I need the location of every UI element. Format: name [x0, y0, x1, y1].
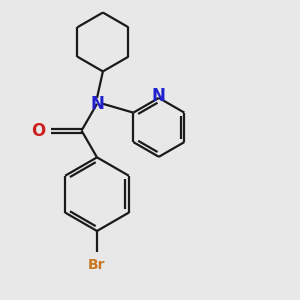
Text: N: N — [90, 95, 104, 113]
Text: Br: Br — [88, 258, 106, 272]
Text: N: N — [152, 88, 166, 106]
Text: O: O — [31, 122, 45, 140]
